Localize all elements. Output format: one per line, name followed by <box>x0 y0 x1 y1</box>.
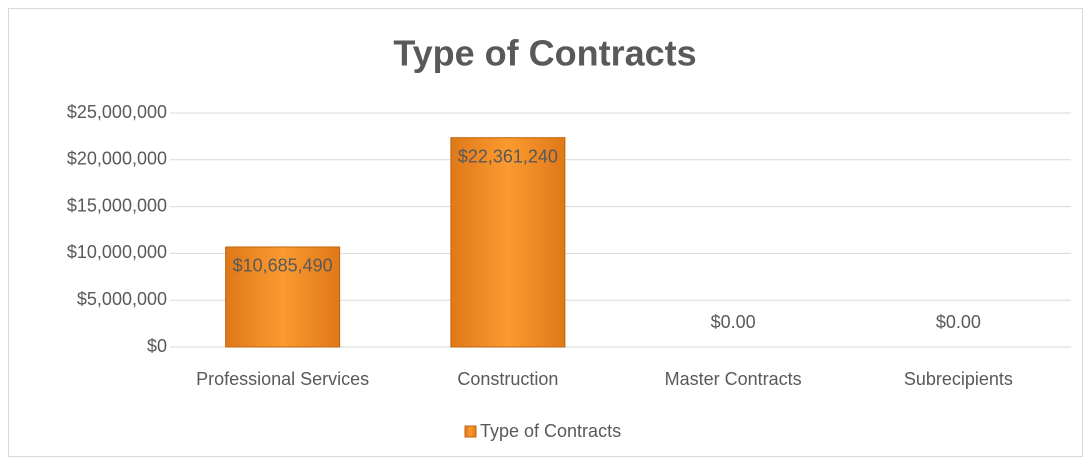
y-tick-label: $10,000,000 <box>67 242 167 262</box>
y-tick-label: $5,000,000 <box>77 289 167 309</box>
legend-swatch <box>464 425 477 438</box>
data-label: $0.00 <box>711 312 756 332</box>
data-label: $0.00 <box>936 312 981 332</box>
bar <box>450 137 566 348</box>
x-tick-label: Subrecipients <box>904 369 1013 389</box>
legend-label: Type of Contracts <box>480 421 621 441</box>
data-label: $22,361,240 <box>458 146 558 166</box>
chart-title: Type of Contracts <box>393 33 696 74</box>
x-tick-label: Master Contracts <box>665 369 802 389</box>
data-label: $10,685,490 <box>233 256 333 276</box>
y-tick-label: $0 <box>147 336 167 356</box>
y-tick-label: $20,000,000 <box>67 149 167 169</box>
x-tick-label: Construction <box>457 369 558 389</box>
y-tick-label: $25,000,000 <box>67 102 167 122</box>
y-tick-label: $15,000,000 <box>67 195 167 215</box>
x-tick-label: Professional Services <box>196 369 369 389</box>
bar <box>225 246 341 348</box>
